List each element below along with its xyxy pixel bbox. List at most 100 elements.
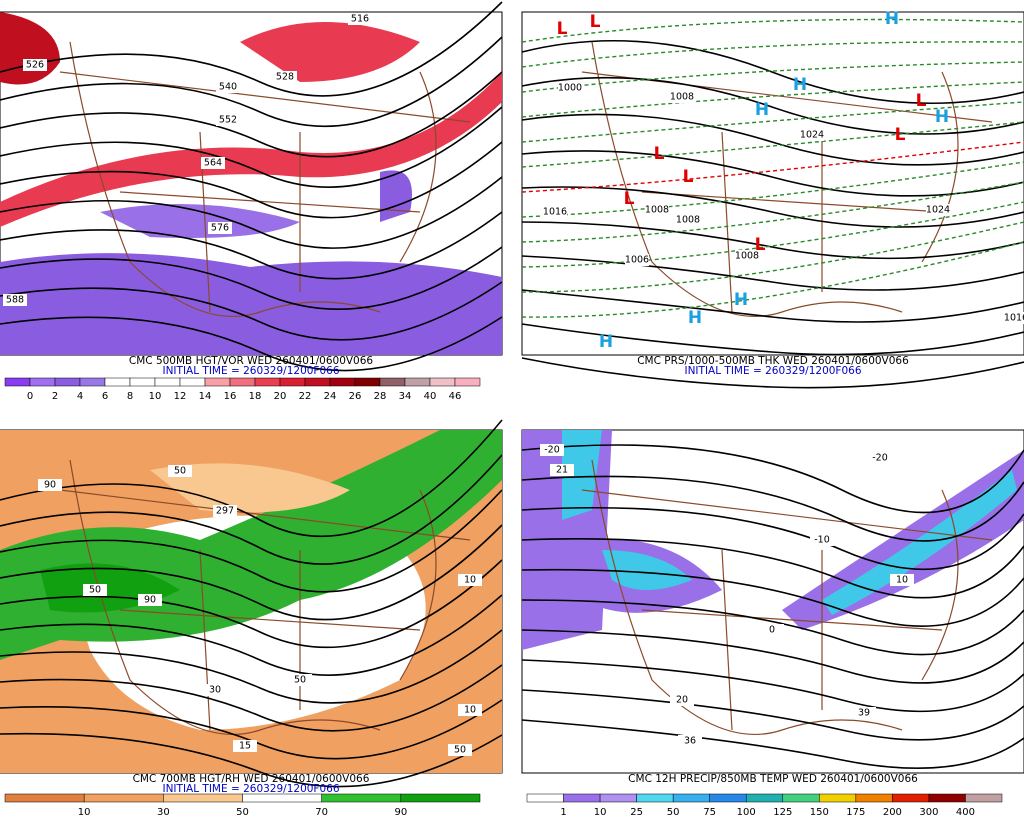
label-bg <box>288 674 312 686</box>
label-bg <box>678 735 702 747</box>
contour-label: -10 <box>814 535 830 546</box>
contour-label: 526 <box>26 60 44 71</box>
colorbar-label: 4 <box>77 391 83 402</box>
contour-label: 1000 <box>558 83 582 94</box>
colorbar-label: 125 <box>773 807 792 818</box>
colorbar-label: 28 <box>374 391 387 402</box>
contour-label: 21 <box>556 465 568 476</box>
contour-label: 90 <box>44 480 56 491</box>
label-bg <box>558 82 582 94</box>
colorbar-label: 90 <box>394 807 407 818</box>
colorbar-label: 50 <box>236 807 249 818</box>
contour <box>521 475 1024 542</box>
contour-label: 50 <box>454 745 466 756</box>
contour-label: 10 <box>464 575 476 586</box>
colorbar-box <box>400 793 481 803</box>
contour <box>521 186 1024 228</box>
colorbar-label: 30 <box>157 807 170 818</box>
colorbar-box <box>855 793 893 803</box>
contour-label: 50 <box>174 466 186 477</box>
thickness-contour <box>521 41 1024 68</box>
contour-label: 540 <box>219 82 237 93</box>
colorbar-box <box>154 377 181 387</box>
border <box>69 41 381 318</box>
colorbar-box <box>79 377 106 387</box>
colorbar-box <box>404 377 431 387</box>
contour <box>0 106 503 188</box>
colorbar-box <box>229 377 256 387</box>
label-bg <box>216 81 240 93</box>
colorbar-box <box>454 377 481 387</box>
contour <box>0 732 503 788</box>
contour <box>0 454 503 565</box>
pressure-center: H <box>793 75 807 95</box>
contour-label: 50 <box>89 585 101 596</box>
contour <box>0 489 503 593</box>
colorbar-box <box>709 793 747 803</box>
colorbar-box <box>242 793 322 803</box>
colorbar-box <box>819 793 857 803</box>
field-fill <box>240 22 420 82</box>
colorbar-box <box>379 377 406 387</box>
field-fill <box>822 470 1017 615</box>
colorbar-box <box>4 793 85 803</box>
contour <box>521 568 1024 627</box>
thickness-contour <box>521 221 1024 293</box>
thickness-contour <box>521 141 1024 193</box>
contour-label: 20 <box>676 695 688 706</box>
colorbar-label: 34 <box>399 391 412 402</box>
contour <box>0 176 503 249</box>
contour <box>521 719 1024 770</box>
colorbar-label: 16 <box>224 391 237 402</box>
colorbar-box <box>672 793 710 803</box>
border <box>591 41 903 318</box>
contour-label: 1008 <box>676 215 700 226</box>
border <box>921 489 959 681</box>
contour <box>0 316 503 372</box>
colorbar-label: 70 <box>315 807 328 818</box>
contour <box>521 538 1024 599</box>
label-bg <box>1004 312 1024 324</box>
colorbar-label: 24 <box>324 391 337 402</box>
label-bg <box>168 465 192 477</box>
thickness-contour <box>521 121 1024 168</box>
panel: -20 -10 0 10 20 39 36 21 -20 CMC 12H PRECIP/850MB… <box>521 429 1024 818</box>
contour <box>521 76 1024 135</box>
pressure-center: L <box>895 125 906 145</box>
colorbar-label: 14 <box>199 391 212 402</box>
contour-label: 564 <box>204 158 222 169</box>
pressure-center: H <box>599 332 613 352</box>
label-bg <box>926 204 950 216</box>
label-bg <box>38 479 62 491</box>
field-fill <box>562 430 602 520</box>
border <box>581 489 993 541</box>
colorbar-box <box>4 377 31 387</box>
border <box>921 71 959 263</box>
contour-label: 1008 <box>735 251 759 262</box>
contour-label: 528 <box>276 72 294 83</box>
colorbar-box <box>204 377 231 387</box>
border <box>721 549 733 731</box>
colorbar-label: 10 <box>594 807 607 818</box>
thickness-contour <box>521 241 1024 318</box>
contour-label: 15 <box>239 741 251 752</box>
contour <box>0 211 503 280</box>
contour <box>0 1 503 97</box>
field-fill <box>0 72 502 227</box>
contour <box>0 419 503 538</box>
contour-label: 516 <box>351 14 369 25</box>
colorbar-label: 26 <box>349 391 362 402</box>
colorbar-box <box>892 793 930 803</box>
colorbar-label: 2 <box>52 391 58 402</box>
label-bg <box>23 59 47 71</box>
contour <box>521 150 1024 197</box>
pressure-center: L <box>654 144 665 164</box>
thickness-contour <box>521 201 1024 268</box>
field-fill <box>0 253 502 355</box>
contour-label: 50 <box>294 675 306 686</box>
colorbar-box <box>129 377 156 387</box>
colorbar-label: 20 <box>274 391 287 402</box>
label-bg <box>625 254 649 266</box>
label-bg <box>543 206 567 218</box>
